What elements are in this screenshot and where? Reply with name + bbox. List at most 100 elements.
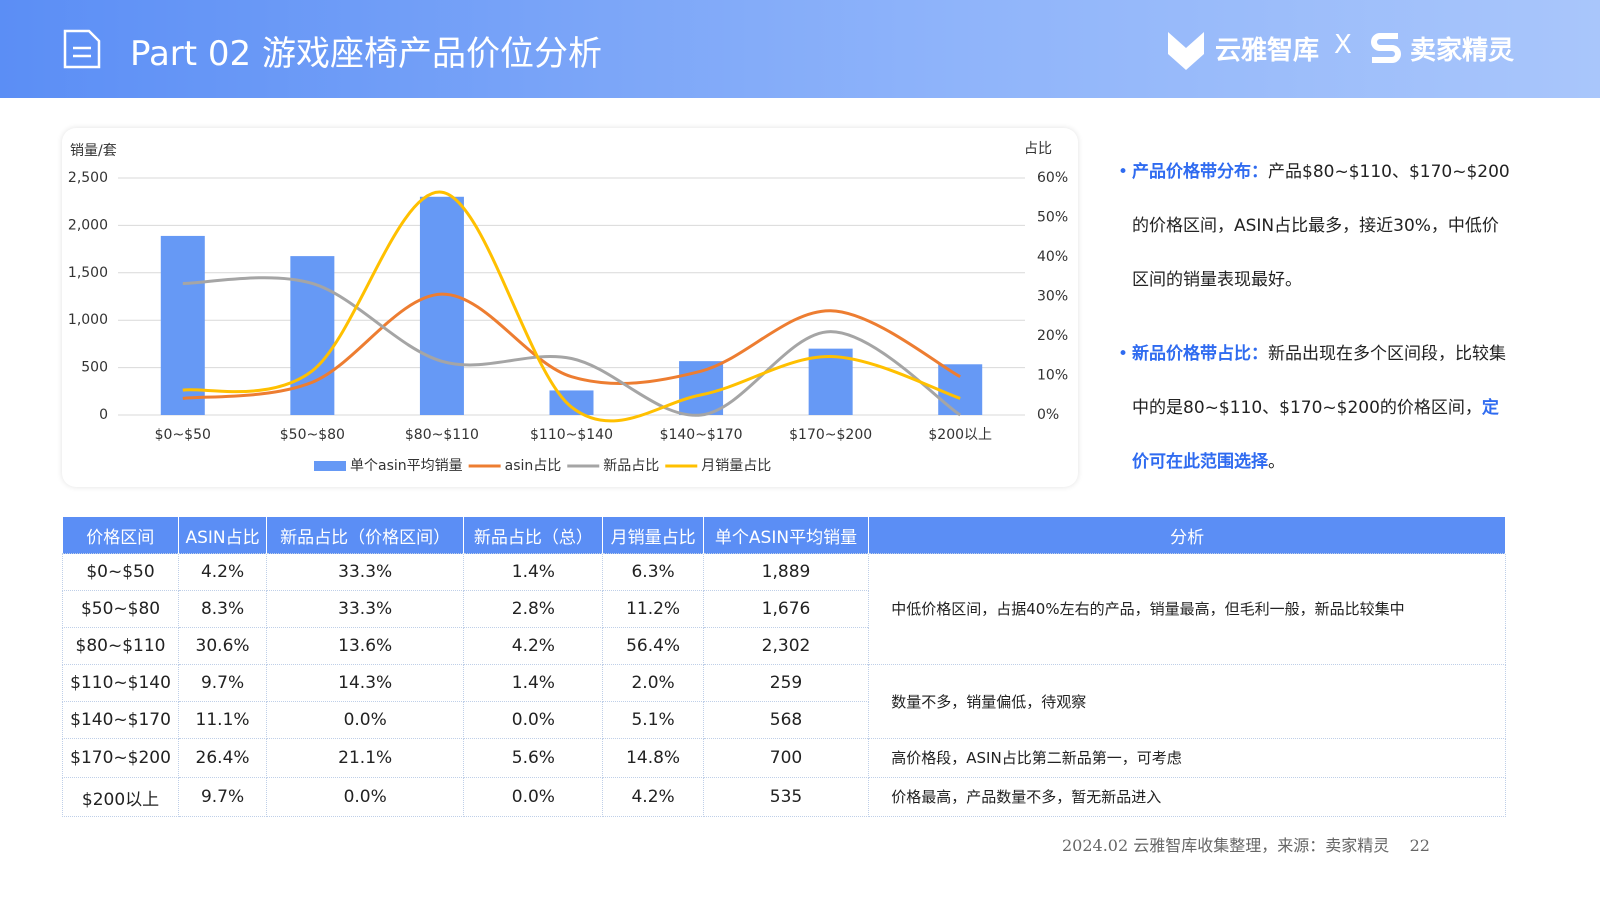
y-tick-label: 0 [99,407,108,423]
cell: 56.4% [602,627,704,665]
x-tick-label: $140~$170 [660,427,743,443]
y2-tick-label: 0% [1037,407,1059,423]
cell: 14.8% [602,738,704,778]
legend-label: 月销量占比 [701,458,771,474]
bullet-label: 新品价格带占比： [1132,344,1268,364]
cell: 1.4% [463,553,604,591]
logo-left: 云雅智库 [1215,36,1320,66]
cell: 0.0% [266,701,465,739]
cell: 9.7% [178,777,268,817]
logo-icon [1371,33,1401,63]
header-cell: 价格区间 [62,517,180,554]
cell: 2.0% [602,664,704,702]
legend-label: 单个asin平均销量 [350,458,463,474]
analysis-cell: 数量不多，销量偏低，待观察 [868,664,1506,739]
cell: 535 [702,777,870,817]
y-tick-label: 2,000 [68,217,108,233]
source: 2024.02 云雅智库收集整理，来源：卖家精灵 [1062,836,1390,855]
legend-item: 单个asin平均销量 [314,458,463,474]
cell: 6.3% [602,553,704,591]
cell: 2.8% [463,590,604,628]
cell: 1,889 [702,553,870,591]
cell: 1,676 [702,590,870,628]
legend-item: 新品占比 [567,458,659,474]
cell: 33.3% [266,590,465,628]
cell: 30.6% [178,627,268,665]
line [182,292,961,400]
footer: 2024.02 云雅智库收集整理，来源：卖家精灵 22 [1062,832,1430,856]
y-tick-label: 1,000 [68,312,108,328]
doc-icon [63,29,101,69]
header-cell: 分析 [868,517,1506,554]
cell: $80~$110 [61,627,180,665]
header-cell: 新品占比（价格区间） [266,517,465,554]
bar [160,235,205,415]
bullet: • 产品价格带分布：产品$80~$110、$170~$200的价格区间，ASIN占… [1118,162,1510,290]
cell: 4.2% [602,777,704,817]
x-tick-label: $80~$110 [405,427,479,443]
logo-right: 卖家精灵 [1410,36,1515,66]
legend-item: asin占比 [468,458,562,474]
y2-tick-label: 10% [1037,368,1068,384]
bar [938,364,983,415]
y-tick-label: 1,500 [68,265,108,281]
x-tick-label: $200以上 [928,427,992,443]
x-tick-label: $110~$140 [530,427,613,443]
cell: 0.0% [463,701,604,739]
table-row: $0~$50 4.2% 33.3% 1.4% 6.3% 1,889 中低价格区间，占据40%… [61,553,1506,665]
header-cell: 单个ASIN平均销量 [703,517,870,554]
cell: 4.2% [178,553,268,591]
x-tick-label: $170~$200 [789,427,872,443]
legend-item: 月销量占比 [665,458,771,474]
bullet: • 新品价格带占比：新品出现在多个区间段，比较集中的是80~$110、$170~$… [1118,344,1506,472]
chart: 销量/套 占比 0 500 1,000 1,500 2,000 2,500 0% 10% 20%… [68,141,1068,474]
cell: 8.3% [178,590,268,628]
y2-tick-label: 50% [1037,210,1068,226]
cell: 259 [702,664,870,702]
cell: 11.1% [178,701,268,739]
bar [679,361,724,415]
cell: $0~$50 [61,553,180,591]
x-tick-label: $50~$80 [280,427,345,443]
cell: $50~$80 [61,590,180,628]
cell: 1.4% [463,664,604,702]
cell: 21.1% [266,738,465,778]
cell: 2,302 [702,627,870,665]
cell: 568 [702,701,870,739]
cell: 700 [702,738,870,778]
legend-swatch [314,461,346,471]
table-row: $50~$80 8.3% 33.3% 2.8% 11.2% 1,676 [61,590,1506,628]
bar [419,196,464,415]
cell: 33.3% [266,553,465,591]
y-tick-label: 2,500 [68,170,108,186]
table-row: $110~$140 9.7% 14.3% 1.4% 2.0% 259 数量不多，销量偏低，待… [61,664,1506,739]
analysis-cell: 价格最高，产品数量不多，暂无新品进入 [868,777,1506,817]
y2-tick-label: 40% [1037,249,1068,265]
bullet-text: 新品出现在多个区间段，比较集中的是80~$110、$170~$200的价格区间， [1132,344,1506,418]
cell: 5.6% [463,738,604,778]
title: Part 02 游戏座椅产品价位分析 [130,34,602,74]
analysis-cell: 中低价格区间，占据40%左右的产品，销量最高，但毛利一般，新品比较集中 [868,553,1506,665]
header: Part 02 游戏座椅产品价位分析 云雅智库 X 卖家精灵 [0,0,1600,98]
bar [808,348,853,415]
table-row: $170~$200 26.4% 21.1% 5.6% 14.8% 700 高价格段，ASIN… [61,738,1506,778]
cell: $140~$170 [61,701,180,739]
cell: $110~$140 [61,664,180,702]
cell: 26.4% [178,738,268,778]
cell: 4.2% [463,627,604,665]
x-tick-label: $0~$50 [155,427,211,443]
separator: X [1334,30,1352,60]
header-cell: 新品占比（总） [463,517,604,554]
y-axis-title: 销量/套 [70,143,117,159]
analysis-cell: 高价格段，ASIN占比第二新品第一，可考虑 [868,738,1506,778]
cell: $200以上 [61,777,180,817]
bullet-highlight: 定价可在此范围选择 [1132,398,1499,472]
logo-icon [1168,32,1204,70]
legend-label: 新品占比 [603,458,659,474]
y2-tick-label: 20% [1037,328,1068,344]
legend-label: asin占比 [505,458,562,474]
y2-tick-label: 30% [1037,289,1068,305]
table-row: $80~$110 30.6% 13.6% 4.2% 56.4% 2,302 [61,627,1506,665]
bar [549,390,594,415]
